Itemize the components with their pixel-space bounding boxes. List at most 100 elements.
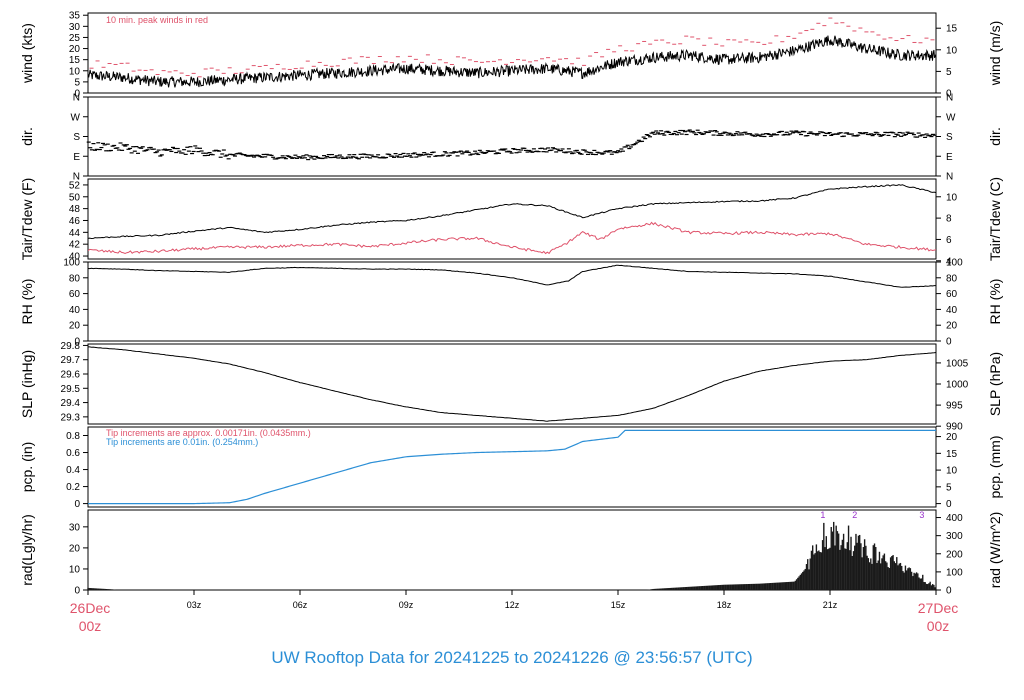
y-tick-label: N: [73, 172, 80, 183]
panel-frame: [87, 96, 937, 177]
x-tick-label: 06z: [293, 600, 308, 610]
y2-tick-label: 0: [946, 89, 952, 100]
x-tick-label: 21z: [823, 600, 838, 610]
peak-wind-note: 10 min. peak winds in red: [106, 15, 208, 25]
y-tick-label: 44: [69, 228, 81, 239]
y2-tick-label: 5: [946, 482, 952, 493]
y-axis-label: SLP (inHg): [19, 350, 35, 418]
y-axis-label: wind (kts): [19, 23, 35, 84]
y-tick-label: 40: [69, 252, 81, 263]
y-tick-label: 29.6: [61, 370, 81, 381]
y2-tick-label: 80: [946, 273, 958, 284]
y-axis-label: pcp. (in): [19, 442, 35, 493]
y2-tick-label: 20: [946, 321, 958, 332]
y2-tick-label: 20: [946, 432, 958, 443]
y2-axis-label: RH (%): [987, 279, 1003, 325]
panel-slp: [83, 343, 941, 427]
y-tick-label: 29.4: [61, 398, 81, 409]
series-precip: [88, 429, 936, 505]
y2-tick-label: 990: [946, 422, 963, 433]
x-tick-label: 18z: [717, 600, 732, 610]
panel-frame: [87, 12, 937, 94]
x-start-date-label: 26Dec: [70, 600, 110, 616]
series-wind-speed: [88, 35, 936, 88]
y2-tick-label: 40: [946, 305, 958, 316]
y2-tick-label: S: [946, 132, 953, 143]
y2-tick-label: 6: [946, 235, 952, 246]
y-tick-label: E: [73, 152, 80, 163]
y-tick-label: 40: [69, 305, 81, 316]
y-tick-label: 29.8: [61, 341, 81, 352]
y2-tick-label: 400: [946, 513, 963, 524]
y2-tick-label: 10: [946, 45, 958, 56]
y-tick-label: 30: [69, 522, 81, 533]
x-tick-label: 15z: [611, 600, 626, 610]
y-tick-label: 20: [69, 44, 81, 55]
y2-tick-label: N: [946, 172, 953, 183]
y2-tick-label: 15: [946, 449, 958, 460]
y2-tick-label: E: [946, 152, 953, 163]
y-tick-label: 0.6: [66, 448, 80, 459]
x-tick-label: 03z: [187, 600, 202, 610]
y-tick-label: 20: [69, 321, 81, 332]
y-tick-label: 50: [69, 192, 81, 203]
y2-tick-label: 5: [946, 67, 952, 78]
panel-rh: [83, 261, 941, 342]
series-rh: [88, 264, 936, 288]
panel-dir: [83, 96, 941, 177]
y-tick-label: S: [73, 132, 80, 143]
y2-tick-label: 10: [946, 192, 958, 203]
y-tick-label: 42: [69, 240, 81, 251]
series-dew: [88, 221, 936, 255]
y-tick-label: 35: [69, 11, 81, 22]
y-axis-label: Tair/Tdew (F): [19, 178, 35, 260]
x-tick-label: 12z: [505, 600, 520, 610]
panel-frame: [87, 178, 937, 260]
y2-tick-label: 100: [946, 258, 963, 269]
panel-pcp: [83, 426, 941, 508]
y2-tick-label: 1005: [946, 358, 969, 369]
y2-tick-label: 300: [946, 531, 963, 542]
y-tick-label: 0: [74, 89, 80, 100]
x-start-time-label: 00z: [79, 618, 102, 634]
y2-tick-label: 100: [946, 567, 963, 578]
radiation-marker-label: 3: [919, 510, 924, 520]
y-tick-label: 80: [69, 273, 81, 284]
panel-frame: [87, 261, 937, 342]
y-tick-label: N: [73, 93, 80, 104]
y-axis-label: rad(Lgly/hr): [19, 514, 35, 586]
y-tick-label: 29.3: [61, 412, 81, 423]
y-tick-label: 0: [74, 586, 80, 597]
y-tick-label: 46: [69, 216, 81, 227]
panel-temp: [83, 178, 941, 262]
radiation-marker-label: 1: [820, 510, 825, 520]
y-tick-label: 0.8: [66, 431, 80, 442]
radiation-marker-label: 2: [852, 510, 857, 520]
y-tick-label: 29.5: [61, 384, 81, 395]
y-tick-label: 20: [69, 543, 81, 554]
y-tick-label: 25: [69, 33, 81, 44]
y-tick-label: 10: [69, 564, 81, 575]
y2-tick-label: 0: [946, 337, 952, 348]
y-tick-label: 52: [69, 180, 81, 191]
tip-note-exact: Tip increments are 0.01in. (0.254mm.): [106, 437, 258, 447]
y2-tick-label: 15: [946, 24, 958, 35]
y-tick-label: 0: [74, 499, 80, 510]
y-axis-label: RH (%): [19, 279, 35, 325]
y-tick-label: 100: [63, 258, 80, 269]
y2-tick-label: 0: [946, 499, 952, 510]
panel-rad: [83, 509, 941, 591]
y-tick-label: 48: [69, 204, 81, 215]
y2-axis-label: rad (W/m^2): [987, 512, 1003, 589]
x-end-time-label: 00z: [927, 618, 950, 634]
series-air: [88, 184, 936, 240]
y2-axis-label: Tair/Tdew (C): [987, 177, 1003, 261]
y2-tick-label: 4: [946, 256, 952, 267]
panel-frame: [87, 426, 937, 508]
y2-tick-label: 200: [946, 549, 963, 560]
y2-axis-label: SLP (hPa): [987, 352, 1003, 416]
x-end-date-label: 27Dec: [918, 600, 958, 616]
y2-tick-label: 1000: [946, 380, 969, 391]
y2-tick-label: N: [946, 93, 953, 104]
y2-tick-label: 995: [946, 401, 963, 412]
